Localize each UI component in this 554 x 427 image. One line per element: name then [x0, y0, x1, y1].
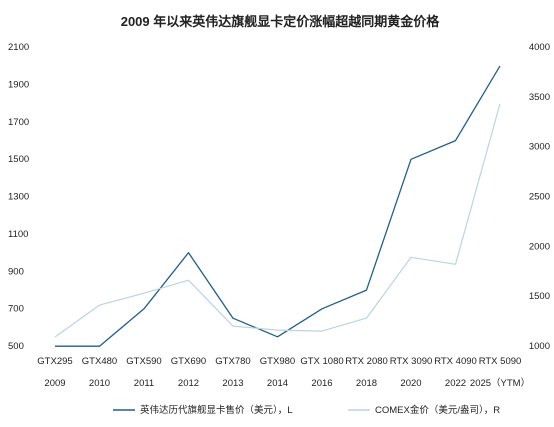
right-tick-label: 3500: [529, 92, 550, 103]
left-tick-label: 1500: [8, 154, 29, 165]
x-tick-label: GTX780: [215, 356, 250, 367]
x-tick-label: GTX980: [260, 356, 295, 367]
x-tick-label: GTX480: [82, 356, 117, 367]
x-year-label: 2013: [222, 378, 243, 389]
right-axis: 1000 1500 2000 2500 3000 3500 4000: [529, 42, 550, 352]
x-tick-label: RTX 5090: [479, 356, 522, 367]
x-year-label: 2016: [311, 378, 332, 389]
x-year-label: 2009: [44, 378, 65, 389]
x-year-label: 2022: [445, 378, 466, 389]
x-year-label: 2018: [356, 378, 377, 389]
left-tick-label: 900: [8, 266, 24, 277]
x-tick-label: GTX 1080: [300, 356, 343, 367]
x-year-label: 2025（YTM）: [470, 377, 530, 389]
legend-label-2: COMEX金价（美元/盎司），R: [375, 404, 500, 416]
plot-area: [54, 65, 501, 347]
left-tick-label: 1300: [8, 192, 29, 203]
right-tick-label: 4000: [529, 42, 550, 53]
right-tick-label: 2500: [529, 192, 550, 203]
left-tick-label: 700: [8, 304, 24, 315]
x-tick-label: GTX295: [37, 356, 72, 367]
left-tick-label: 500: [8, 341, 24, 352]
x-axis: GTX295 GTX480 GTX590 GTX690 GTX780 GTX980 GTX …: [37, 356, 530, 389]
left-tick-label: 1100: [8, 229, 28, 240]
left-tick-label: 1900: [8, 79, 29, 90]
x-tick-label: GTX590: [126, 356, 161, 367]
x-tick-label: RTX 2080: [345, 356, 388, 367]
x-year-label: 2020: [400, 378, 421, 389]
right-tick-label: 1000: [529, 341, 550, 352]
x-year-label: 2014: [267, 378, 288, 389]
left-tick-label: 1700: [8, 117, 29, 128]
left-tick-label: 2100: [8, 42, 29, 53]
x-year-label: 2010: [89, 378, 110, 389]
series-line-2: [54, 103, 501, 338]
chart-title: 2009 年以来英伟达旗舰显卡定价涨幅超越同期黄金价格: [121, 14, 441, 29]
right-tick-label: 2000: [529, 241, 550, 252]
x-year-label: 2012: [178, 378, 199, 389]
left-axis: 500 700 900 1100 1300 1500 1700 1900 2100: [8, 42, 29, 352]
series-line-1: [55, 65, 501, 347]
x-tick-label: GTX690: [171, 356, 206, 367]
legend-label-1: 英伟达历代旗舰显卡售价（美元），L: [140, 404, 293, 416]
x-tick-label: RTX 4090: [434, 356, 477, 367]
x-year-label: 2011: [134, 378, 154, 389]
legend: 英伟达历代旗舰显卡售价（美元），L COMEX金价（美元/盎司），R: [113, 404, 500, 416]
right-tick-label: 1500: [529, 291, 550, 302]
right-tick-label: 3000: [529, 142, 550, 153]
x-tick-label: RTX 3090: [390, 356, 433, 367]
